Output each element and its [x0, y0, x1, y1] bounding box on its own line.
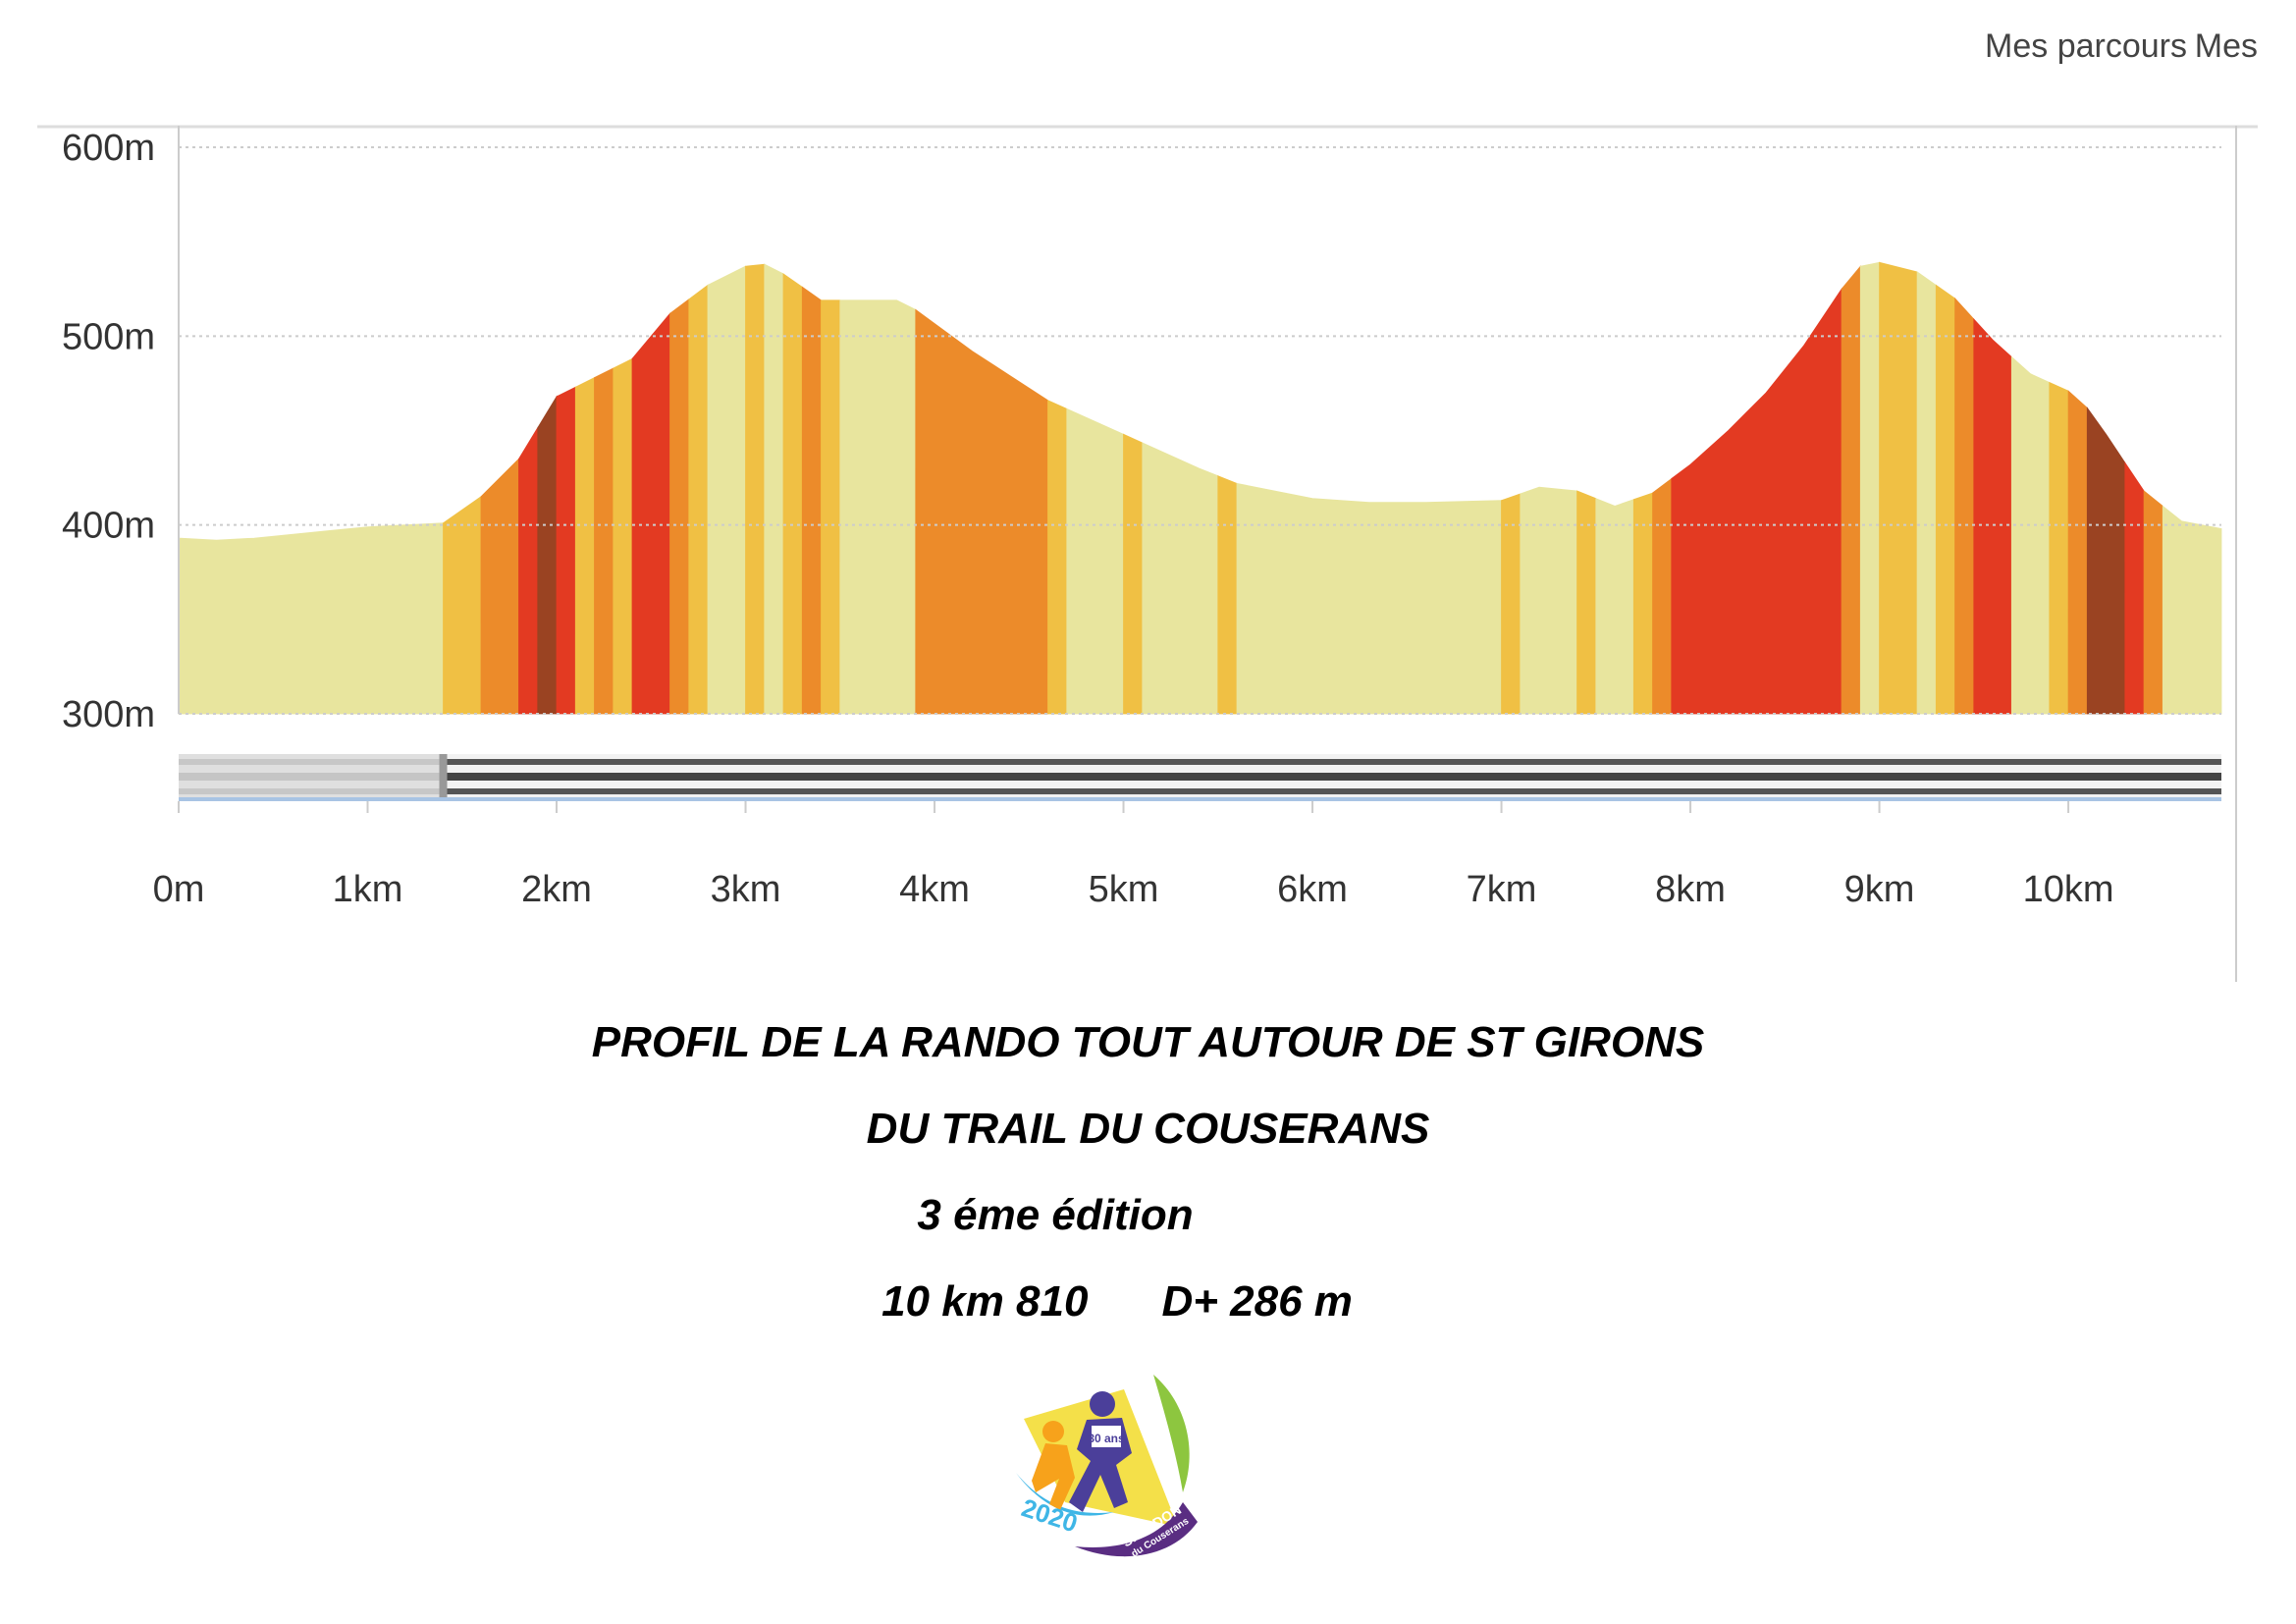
slope-band	[688, 284, 709, 715]
slope-band	[801, 286, 822, 715]
slope-band	[1973, 317, 2012, 715]
y-tick-label: 400m	[62, 506, 155, 547]
x-tick-label: 0m	[153, 869, 205, 910]
elevation-chart: Mes parcours Mes 300m 400m 500m 600m 0m 1km 2…	[37, 0, 2258, 982]
nav-item-mes[interactable]: Mes	[2195, 27, 2258, 65]
slope-band	[707, 265, 746, 715]
slope-band	[1632, 492, 1654, 715]
slope-band	[1671, 287, 1842, 715]
slope-band	[537, 395, 558, 715]
caption-subtitle: DU TRAIL DU COUSERANS	[866, 1105, 1430, 1153]
x-tick-label: 8km	[1655, 869, 1726, 910]
slope-band	[1066, 407, 1124, 715]
slope-band	[613, 357, 633, 715]
y-tick-label: 600m	[62, 128, 155, 169]
slope-band	[2067, 390, 2088, 715]
slope-band	[1217, 475, 1238, 715]
slope-band	[2162, 505, 2222, 715]
slope-band	[574, 376, 595, 715]
slope-band	[556, 386, 576, 715]
slope-bands	[178, 261, 2222, 715]
nav-item-mes-parcours[interactable]: Mes parcours	[1985, 27, 2187, 65]
y-axis: 300m 400m 500m 600m	[62, 128, 155, 735]
navigator-handle[interactable]	[439, 754, 448, 801]
logo-purple-ribbon	[1075, 1502, 1198, 1557]
slope-band	[782, 273, 803, 715]
slope-band	[178, 522, 444, 715]
slope-band	[2049, 381, 2069, 715]
logo-runner-head	[1090, 1391, 1115, 1417]
slope-band	[1916, 271, 1937, 715]
x-tick-label: 10km	[2023, 869, 2114, 910]
slope-band	[745, 263, 766, 715]
slope-band	[1501, 493, 1522, 715]
slope-band	[915, 308, 1048, 715]
slope-band	[2010, 355, 2051, 715]
y-tick-label: 500m	[62, 316, 155, 357]
x-tick-label: 4km	[899, 869, 970, 910]
slope-band	[1236, 482, 1502, 715]
x-tick-label: 3km	[711, 869, 781, 910]
spiridon-logo: 30 ans 2020 SPIRIDON du Couserans	[1016, 1375, 1198, 1560]
slope-band	[1520, 486, 1578, 715]
slope-band	[821, 299, 841, 715]
slope-band	[839, 299, 917, 715]
slope-band	[594, 367, 614, 715]
caption-edition: 3 éme édition	[917, 1191, 1194, 1239]
slope-band	[1047, 400, 1068, 715]
slope-band	[443, 496, 482, 715]
logo-green-swoosh	[1153, 1375, 1190, 1492]
slope-band	[518, 426, 539, 715]
navigator-selection[interactable]	[179, 754, 444, 801]
slope-band	[1859, 261, 1881, 715]
slope-band	[1652, 477, 1673, 715]
slope-band	[764, 263, 784, 715]
logo-runner-orange	[1032, 1443, 1075, 1510]
x-tick-label: 6km	[1277, 869, 1348, 910]
slope-band	[1595, 498, 1634, 715]
slope-band	[1935, 284, 1956, 715]
slope-band	[1841, 265, 1861, 715]
y-tick-label: 300m	[62, 694, 155, 735]
elevation-gain-value: D+ 286 m	[1161, 1277, 1353, 1326]
header-bar	[37, 0, 2258, 126]
slope-band	[2124, 460, 2145, 715]
caption-stats: 10 km 810 D+ 286 m	[0, 1277, 2234, 1326]
logo-runner-orange-head	[1042, 1421, 1064, 1442]
x-tick-label: 1km	[333, 869, 403, 910]
slope-band	[2086, 406, 2126, 715]
x-tick-label: 5km	[1089, 869, 1159, 910]
x-axis: 0m 1km 2km 3km 4km 5km 6km 7km 8km 9km 10km	[153, 801, 2114, 910]
x-tick-label: 9km	[1844, 869, 1915, 910]
range-navigator[interactable]	[179, 754, 2221, 801]
slope-band	[631, 312, 670, 715]
logo-bib	[1092, 1426, 1121, 1447]
slope-band	[1954, 297, 1975, 715]
slope-band	[1879, 261, 1918, 715]
slope-band	[1123, 433, 1144, 715]
logo-bib-text: 30 ans	[1088, 1432, 1125, 1445]
caption-title: PROFIL DE LA RANDO TOUT AUTOUR DE ST GIR…	[591, 1018, 1705, 1066]
slope-band	[1576, 490, 1597, 715]
x-tick-label: 7km	[1467, 869, 1537, 910]
distance-value: 10 km 810	[881, 1277, 1089, 1326]
slope-band	[669, 298, 690, 715]
slope-band	[1142, 442, 1219, 715]
slope-band	[480, 458, 519, 715]
x-tick-label: 2km	[521, 869, 592, 910]
